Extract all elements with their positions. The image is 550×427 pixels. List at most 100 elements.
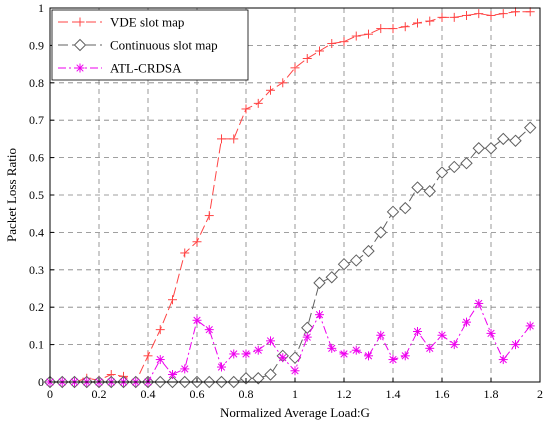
data-point	[241, 104, 251, 114]
legend: VDE slot map Continuous slot map ATL-CRDSA	[51, 9, 249, 81]
data-point	[523, 121, 537, 134]
y-tick-label: 0.7	[29, 113, 44, 127]
legend-item: ATL-CRDSA	[58, 61, 182, 76]
legend-items: VDE slot map Continuous slot map ATL-CRDSA	[58, 15, 218, 76]
data-point	[484, 142, 498, 155]
data-point	[290, 366, 300, 376]
x-tick-label: 0.2	[92, 387, 107, 401]
data-point	[511, 7, 520, 17]
x-tick-label: 1.4	[386, 387, 401, 401]
data-point	[509, 134, 522, 147]
x-tick-label: 0.6	[190, 387, 205, 401]
data-point	[253, 345, 263, 355]
x-tick-label: 0.4	[141, 387, 156, 401]
series-1	[43, 121, 537, 389]
data-point	[388, 24, 398, 34]
y-tick-label: 0.1	[29, 338, 44, 352]
data-point	[448, 160, 461, 174]
x-axis-label: Normalized Average Load:G	[220, 405, 370, 420]
data-point	[290, 63, 300, 73]
data-point	[327, 343, 337, 353]
y-tick-label: 0.4	[29, 225, 44, 239]
data-point	[486, 328, 496, 338]
y-tick-label: 0.5	[29, 188, 44, 202]
x-axis-ticks: 0 0.2 0.4 0.6 0.8 1 1.2 1.4 1.6 1.8 2	[47, 378, 543, 401]
data-point	[386, 205, 400, 219]
data-point	[180, 248, 190, 258]
data-point	[449, 12, 459, 22]
data-point	[313, 276, 326, 290]
data-point	[400, 351, 410, 361]
data-point	[315, 46, 324, 56]
data-point	[350, 254, 363, 267]
data-point	[474, 298, 484, 308]
data-point	[413, 18, 422, 28]
data-point	[351, 31, 361, 41]
legend-marker	[73, 38, 87, 52]
data-point	[376, 24, 386, 34]
data-point	[388, 355, 398, 365]
data-point	[337, 257, 351, 271]
data-point	[241, 349, 251, 359]
data-point	[449, 340, 459, 350]
x-tick-label: 1.2	[337, 387, 352, 401]
data-point	[437, 330, 447, 340]
data-point	[474, 9, 484, 19]
data-point	[399, 201, 412, 215]
x-tick-label: 2	[537, 387, 543, 401]
data-point	[229, 134, 239, 144]
data-point	[217, 362, 226, 372]
series-line	[50, 11, 531, 383]
legend-marker	[75, 17, 85, 27]
x-tick-label: 0	[47, 387, 53, 401]
data-point	[204, 325, 214, 335]
data-point	[325, 271, 338, 284]
legend-label: ATL-CRDSA	[110, 61, 182, 76]
data-point	[498, 355, 508, 365]
data-point	[327, 39, 337, 49]
y-tick-label: 0.9	[29, 38, 44, 52]
x-tick-label: 1	[292, 387, 298, 401]
data-point	[437, 12, 447, 22]
data-point	[511, 340, 520, 350]
data-point	[411, 181, 424, 194]
data-point	[497, 132, 510, 146]
data-point	[339, 349, 349, 359]
legend-marker	[75, 63, 85, 73]
y-tick-label: 0.6	[29, 151, 44, 165]
y-tick-label: 0.8	[29, 76, 44, 90]
x-tick-label: 0.8	[239, 387, 254, 401]
data-point	[413, 327, 422, 337]
data-point	[264, 368, 277, 381]
data-point	[362, 244, 375, 258]
data-point	[462, 317, 471, 327]
data-point	[498, 9, 508, 19]
x-tick-label: 1.8	[484, 387, 499, 401]
data-point	[168, 295, 177, 305]
series-layer	[43, 7, 537, 389]
y-tick-label: 0	[38, 375, 44, 389]
data-point	[364, 29, 373, 39]
data-point	[351, 345, 361, 355]
y-tick-label: 0.3	[29, 263, 44, 277]
data-point	[155, 355, 165, 365]
data-point	[168, 370, 177, 380]
data-point	[192, 315, 202, 325]
y-axis-ticks: 0 0.1 0.2 0.3 0.4 0.5 0.6 0.7 0.8 0.9 1	[29, 1, 54, 389]
data-point	[460, 157, 473, 170]
y-axis-label: Packet Loss Ratio	[4, 148, 19, 242]
data-point	[180, 364, 190, 374]
data-point	[217, 134, 226, 144]
data-point	[266, 336, 275, 346]
data-point	[315, 310, 324, 320]
data-point	[525, 321, 535, 331]
legend-item: Continuous slot map	[58, 38, 218, 53]
data-point	[339, 37, 349, 47]
data-point	[376, 330, 386, 340]
data-point	[302, 332, 312, 342]
data-point	[204, 211, 214, 221]
data-point	[435, 166, 449, 179]
data-point	[400, 22, 410, 32]
data-point	[229, 349, 239, 359]
